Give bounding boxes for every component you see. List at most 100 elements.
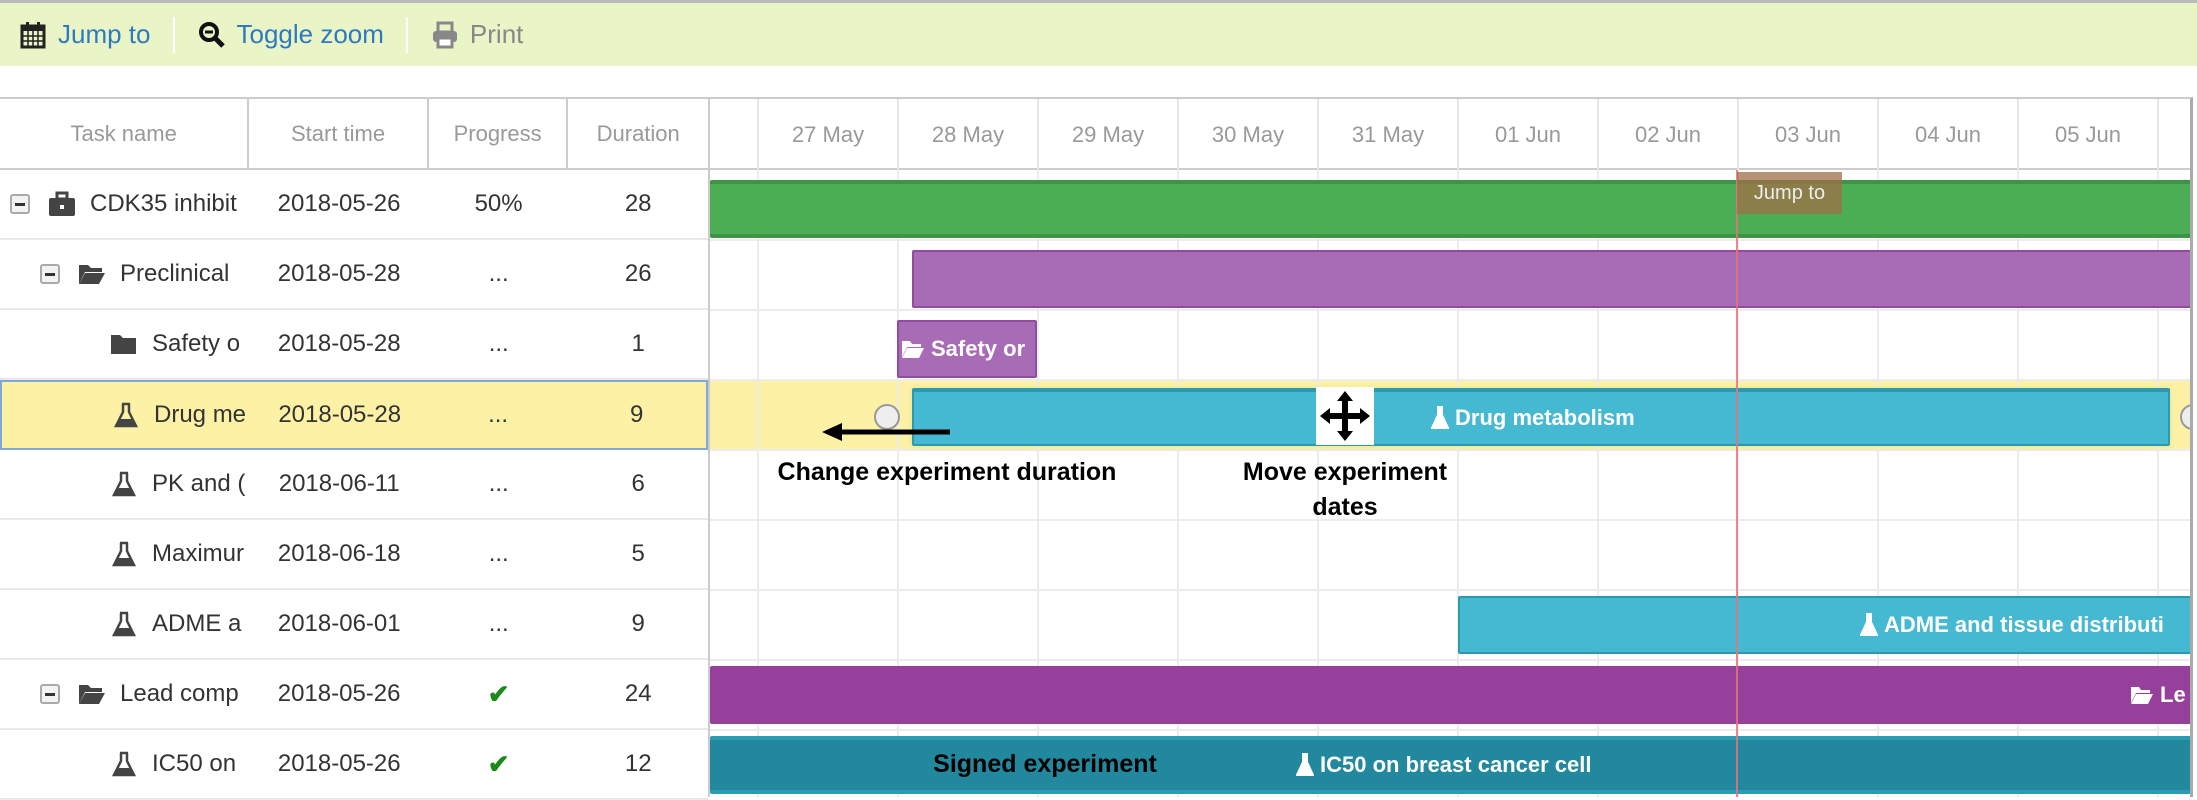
bar-ic50[interactable]: IC50 on breast cancer cell	[710, 736, 2190, 794]
table-row[interactable]: Safety o 2018-05-28 ... 1	[0, 310, 708, 380]
folder-open-icon	[902, 341, 924, 358]
progress-value: 50%	[474, 190, 523, 217]
move-icon	[1316, 387, 1374, 445]
annotation-move-dates: Move experiment dates	[1242, 458, 1448, 521]
check-icon: ✔	[487, 748, 510, 779]
column-header-duration[interactable]: Duration	[596, 120, 680, 146]
task-name: ADME a	[152, 610, 242, 637]
cell-duration: 6	[631, 470, 645, 497]
cell-start-time: 2018-05-26	[277, 190, 401, 217]
flask-icon	[110, 751, 152, 777]
timeline-day: 27 May	[757, 99, 897, 170]
timeline-day: 30 May	[1177, 99, 1317, 170]
column-header-task-name[interactable]: Task name	[0, 99, 250, 168]
cell-duration: 5	[631, 540, 645, 567]
toggle-zoom-button[interactable]: Toggle zoom	[197, 16, 408, 53]
timeline-day: 31 May	[1317, 99, 1457, 170]
task-name: Preclinical	[120, 260, 230, 287]
flask-icon	[110, 611, 152, 637]
row-gridline	[710, 589, 2190, 591]
bar-ic50-label: IC50 on breast cancer cell	[1320, 752, 1592, 777]
cell-task-name: Preclinical	[0, 240, 249, 308]
cell-start-time: 2018-05-26	[277, 750, 401, 777]
table-row[interactable]: Maximur 2018-06-18 ... 5	[0, 520, 708, 590]
briefcase-icon	[48, 191, 90, 217]
cell-task-name: IC50 on	[0, 730, 250, 798]
annotation-signed-experiment: Signed experiment	[933, 750, 1157, 778]
bar-lead-label: Le	[2160, 682, 2186, 707]
table-row[interactable]: Drug me 2018-05-28 ... 9	[0, 380, 708, 450]
table-row[interactable]: IC50 on 2018-05-26 ✔ 12	[0, 730, 708, 800]
cell-duration: 26	[624, 260, 652, 287]
bar-preclinical[interactable]	[912, 250, 2190, 308]
day-gridline	[1737, 170, 1739, 797]
timeline-day: 29 May	[1037, 99, 1177, 170]
timeline-day: ay	[710, 99, 757, 170]
cell-task-name: Maximur	[0, 520, 250, 588]
table-row[interactable]: Preclinical 2018-05-28 ... 26	[0, 240, 708, 310]
arrow-left-icon	[822, 423, 950, 441]
column-header-start-time[interactable]: Start time	[249, 99, 429, 168]
cell-duration: 9	[630, 401, 644, 428]
cell-progress: ...	[429, 470, 569, 498]
cell-start-time: 2018-06-11	[278, 470, 400, 497]
grid-header: Task name Start time Progress Duration	[0, 99, 708, 170]
day-gridline	[1037, 170, 1039, 797]
progress-value: ...	[488, 540, 509, 567]
bar-drug-metabolism[interactable]: Drug metabolism	[912, 388, 2170, 446]
cell-duration: 9	[631, 610, 645, 637]
folder-open-icon	[2131, 687, 2153, 704]
timeline-day: 05 Jun	[2017, 99, 2157, 170]
folder-icon	[110, 331, 152, 357]
collapse-toggle[interactable]	[10, 194, 30, 214]
task-name: IC50 on	[152, 750, 237, 777]
table-row[interactable]: CDK35 inhibit 2018-05-26 50% 28	[0, 170, 708, 240]
timeline-day: 28 May	[897, 99, 1037, 170]
day-gridline	[1177, 170, 1179, 797]
folder-open-icon	[78, 261, 120, 287]
progress-value: ...	[488, 330, 509, 357]
task-grid: Task name Start time Progress Duration C…	[0, 97, 710, 800]
collapse-toggle[interactable]	[40, 264, 60, 284]
print-label: Print	[469, 19, 524, 49]
cell-start-time: 2018-06-01	[277, 610, 401, 637]
bar-lead-compound[interactable]: Le	[710, 666, 2190, 724]
bar-safety[interactable]: Safety or	[897, 320, 1037, 378]
timeline-day: 03 Jun	[1737, 99, 1877, 170]
collapse-toggle[interactable]	[40, 684, 60, 704]
cell-start-time: 2018-05-28	[277, 330, 401, 357]
progress-value: ...	[488, 610, 509, 637]
flask-icon	[110, 541, 152, 567]
day-gridline	[2017, 170, 2019, 797]
resize-handle-left[interactable]	[874, 404, 900, 430]
progress-value: ...	[488, 470, 509, 497]
task-name: CDK35 inhibit	[90, 190, 237, 217]
check-icon: ✔	[487, 678, 510, 709]
cell-task-name: Drug me	[2, 382, 251, 448]
bar-project[interactable]	[710, 180, 2190, 238]
task-name: PK and (	[152, 470, 246, 497]
bar-adme[interactable]: ADME and tissue distributi	[1458, 596, 2190, 654]
day-gridline	[2157, 170, 2159, 797]
column-header-progress[interactable]: Progress	[429, 99, 569, 168]
cell-task-name: Lead comp	[0, 660, 249, 728]
print-button[interactable]: Print	[430, 17, 545, 53]
table-row[interactable]: ADME a 2018-06-01 ... 9	[0, 590, 708, 660]
jump-to-button[interactable]: Jump to	[18, 16, 175, 53]
cell-progress: ...	[429, 401, 568, 429]
table-row[interactable]: PK and ( 2018-06-11 ... 6	[0, 450, 708, 520]
row-gridline	[710, 659, 2190, 661]
cell-task-name: Safety o	[0, 310, 250, 378]
day-gridline	[897, 170, 899, 797]
jump-to-label: Jump to	[58, 19, 151, 49]
cell-progress: ✔	[429, 679, 569, 710]
bar-drug-label: Drug metabolism	[1455, 405, 1635, 430]
progress-value: ...	[488, 401, 509, 428]
day-gridline	[1317, 170, 1319, 797]
cell-progress: ...	[429, 330, 569, 358]
flask-icon	[1296, 753, 1314, 776]
table-row[interactable]: Lead comp 2018-05-26 ✔ 24	[0, 660, 708, 730]
timeline-day: 0	[2157, 99, 2190, 170]
cell-progress: ...	[429, 260, 569, 288]
